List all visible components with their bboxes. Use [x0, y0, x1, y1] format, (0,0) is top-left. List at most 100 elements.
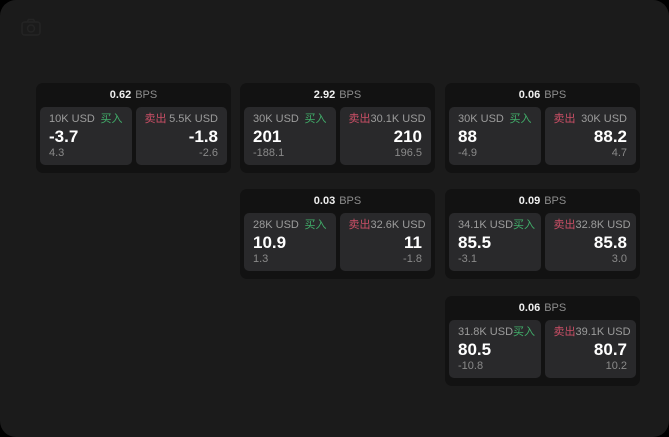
quote-panels: 30K USD 买入 201 -188.1 卖出 30.1K USD 210 1… — [240, 107, 435, 169]
buy-side-label: 买入 — [509, 113, 532, 125]
bps-value: 0.06 — [518, 302, 541, 314]
buy-panel[interactable]: 10K USD 买入 -3.7 4.3 — [40, 107, 132, 165]
buy-side-label: 买入 — [513, 219, 536, 231]
buy-delta: -188.1 — [253, 147, 285, 159]
sell-amount: 5.5K USD — [169, 113, 218, 125]
sell-delta: 4.7 — [611, 147, 627, 159]
buy-amount: 28K USD — [253, 219, 299, 231]
buy-delta: 4.3 — [49, 147, 65, 159]
buy-panel[interactable]: 31.8K USD 买入 80.5 -10.8 — [449, 320, 541, 378]
buy-panel[interactable]: 30K USD 买入 88 -4.9 — [449, 107, 541, 165]
buy-amount: 30K USD — [458, 113, 504, 125]
quote-card: 0.06 BPS 31.8K USD 买入 80.5 -10.8 卖出 39.1… — [445, 296, 640, 386]
sell-panel[interactable]: 卖出 30K USD 88.2 4.7 — [544, 107, 636, 165]
quote-panels: 34.1K USD 买入 85.5 -3.1 卖出 32.8K USD 85.8… — [445, 213, 640, 275]
bps-value: 0.62 — [109, 89, 132, 101]
buy-delta: -3.1 — [458, 253, 477, 265]
buy-price: 88 — [458, 127, 477, 146]
quote-panels: 28K USD 买入 10.9 1.3 卖出 32.6K USD 11 -1.8 — [240, 213, 435, 275]
bps-unit: BPS — [339, 89, 362, 101]
sell-price: 88.2 — [593, 127, 627, 146]
bps-value: 2.92 — [313, 89, 336, 101]
sell-panel[interactable]: 卖出 5.5K USD -1.8 -2.6 — [135, 107, 227, 165]
sell-side-label: 卖出 — [144, 113, 167, 125]
quote-card: 0.03 BPS 28K USD 买入 10.9 1.3 卖出 32.6K US… — [240, 189, 435, 279]
sell-side-label: 卖出 — [553, 219, 576, 231]
sell-panel[interactable]: 卖出 30.1K USD 210 196.5 — [339, 107, 431, 165]
bps-unit: BPS — [544, 195, 567, 207]
sell-panel-top-row: 卖出 30K USD — [554, 114, 628, 125]
sell-price: 80.7 — [593, 340, 627, 359]
sell-side-label: 卖出 — [348, 113, 371, 125]
buy-side-label: 买入 — [304, 219, 327, 231]
bps-header: 0.09 BPS — [445, 189, 640, 213]
sell-price: 85.8 — [593, 233, 627, 252]
sell-amount: 39.1K USD — [575, 326, 631, 338]
sell-panel-top-row: 卖出 32.6K USD — [348, 219, 426, 231]
bps-unit: BPS — [135, 89, 158, 101]
quote-panels: 31.8K USD 买入 80.5 -10.8 卖出 39.1K USD 80.… — [445, 320, 640, 382]
buy-panel-top-row: 10K USD 买入 — [49, 114, 123, 125]
buy-amount: 30K USD — [253, 113, 299, 125]
quote-card: 0.06 BPS 30K USD 买入 88 -4.9 卖出 30K USD 8… — [445, 83, 640, 173]
buy-panel-top-row: 28K USD 买入 — [253, 220, 327, 231]
sell-panel[interactable]: 卖出 32.8K USD 85.8 3.0 — [544, 213, 636, 271]
buy-amount: 31.8K USD — [458, 326, 514, 338]
bps-value: 0.09 — [518, 195, 541, 207]
bps-header: 0.03 BPS — [240, 189, 435, 213]
bps-header: 0.62 BPS — [36, 83, 231, 107]
buy-side-label: 买入 — [304, 113, 327, 125]
buy-price: 80.5 — [458, 340, 492, 359]
bps-unit: BPS — [544, 89, 567, 101]
buy-price: 201 — [253, 127, 282, 146]
bps-unit: BPS — [339, 195, 362, 207]
buy-panel-top-row: 31.8K USD 买入 — [458, 326, 536, 338]
sell-amount: 32.8K USD — [575, 219, 631, 231]
sell-price: 210 — [393, 127, 422, 146]
sell-side-label: 卖出 — [553, 113, 576, 125]
buy-panel[interactable]: 34.1K USD 买入 85.5 -3.1 — [449, 213, 541, 271]
buy-delta: 1.3 — [253, 253, 269, 265]
sell-price: -1.8 — [188, 127, 218, 146]
sell-panel-top-row: 卖出 5.5K USD — [145, 114, 219, 125]
buy-price: -3.7 — [49, 127, 79, 146]
bps-header: 2.92 BPS — [240, 83, 435, 107]
buy-side-label: 买入 — [100, 113, 123, 125]
buy-amount: 10K USD — [49, 113, 95, 125]
bps-value: 0.03 — [313, 195, 336, 207]
buy-panel-top-row: 30K USD 买入 — [458, 114, 532, 125]
sell-side-label: 卖出 — [348, 219, 371, 231]
quote-panels: 30K USD 买入 88 -4.9 卖出 30K USD 88.2 4.7 — [445, 107, 640, 169]
buy-delta: -10.8 — [458, 360, 484, 372]
bps-header: 0.06 BPS — [445, 83, 640, 107]
sell-amount: 30K USD — [581, 113, 627, 125]
quote-card: 0.09 BPS 34.1K USD 买入 85.5 -3.1 卖出 32.8K… — [445, 189, 640, 279]
sell-panel[interactable]: 卖出 39.1K USD 80.7 10.2 — [544, 320, 636, 378]
sell-delta: -1.8 — [403, 253, 422, 265]
buy-amount: 34.1K USD — [458, 219, 514, 231]
quote-card: 2.92 BPS 30K USD 买入 201 -188.1 卖出 30.1K … — [240, 83, 435, 173]
buy-panel-top-row: 34.1K USD 买入 — [458, 219, 536, 231]
bps-unit: BPS — [544, 302, 567, 314]
sell-price: 11 — [404, 233, 422, 252]
sell-amount: 30.1K USD — [370, 113, 426, 125]
sell-panel-top-row: 卖出 30.1K USD — [348, 113, 426, 125]
quote-panels: 10K USD 买入 -3.7 4.3 卖出 5.5K USD -1.8 -2.… — [36, 107, 231, 169]
buy-side-label: 买入 — [513, 326, 536, 338]
buy-price: 10.9 — [253, 233, 287, 252]
sell-delta: -2.6 — [199, 147, 218, 159]
sell-delta: 10.2 — [605, 360, 627, 372]
sell-amount: 32.6K USD — [370, 219, 426, 231]
camera-icon[interactable] — [21, 18, 41, 36]
bps-value: 0.06 — [518, 89, 541, 101]
bps-header: 0.06 BPS — [445, 296, 640, 320]
sell-delta: 196.5 — [394, 147, 422, 159]
buy-panel[interactable]: 30K USD 买入 201 -188.1 — [244, 107, 336, 165]
buy-panel-top-row: 30K USD 买入 — [253, 114, 327, 125]
buy-panel[interactable]: 28K USD 买入 10.9 1.3 — [244, 213, 336, 271]
buy-delta: -4.9 — [458, 147, 477, 159]
sell-panel-top-row: 卖出 32.8K USD — [553, 219, 631, 231]
sell-panel-top-row: 卖出 39.1K USD — [554, 326, 631, 338]
sell-panel[interactable]: 卖出 32.6K USD 11 -1.8 — [339, 213, 431, 271]
